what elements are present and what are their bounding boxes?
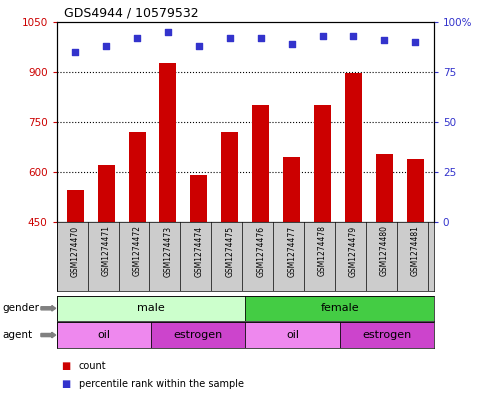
Bar (221, 132, 238, 222)
Bar (159, 63, 176, 222)
Point (226, 35, 234, 41)
Bar (314, 105, 331, 222)
Bar (376, 154, 393, 222)
Text: GSM1274470: GSM1274470 (70, 226, 80, 277)
Bar (57, 322, 151, 348)
Bar (98, 165, 115, 222)
Bar (57, 296, 245, 321)
Text: GSM1274480: GSM1274480 (380, 226, 389, 277)
Text: agent: agent (2, 330, 33, 340)
Bar (340, 322, 434, 348)
Point (71, 48, 79, 55)
Point (411, 39, 419, 45)
Text: gender: gender (2, 303, 39, 313)
Text: GSM1274475: GSM1274475 (225, 226, 234, 277)
Text: GSM1274474: GSM1274474 (194, 226, 204, 277)
Text: GDS4944 / 10579532: GDS4944 / 10579532 (64, 6, 199, 19)
Bar (345, 73, 362, 222)
Text: ■: ■ (62, 379, 71, 389)
Bar (245, 296, 434, 321)
Point (164, 28, 172, 35)
Text: GSM1274478: GSM1274478 (318, 226, 327, 277)
Bar (407, 158, 424, 222)
Text: GSM1274476: GSM1274476 (256, 226, 265, 277)
Point (102, 42, 110, 49)
Text: oil: oil (286, 330, 299, 340)
Point (350, 33, 357, 39)
Text: estrogen: estrogen (362, 330, 411, 340)
Text: GSM1274481: GSM1274481 (411, 226, 420, 276)
Text: oil: oil (97, 330, 110, 340)
Text: count: count (79, 361, 106, 371)
Text: GSM1274471: GSM1274471 (102, 226, 110, 277)
Bar (129, 132, 145, 222)
Point (318, 33, 326, 39)
Bar (151, 322, 245, 348)
Text: estrogen: estrogen (174, 330, 223, 340)
Bar (190, 175, 208, 222)
Text: GSM1274473: GSM1274473 (164, 226, 173, 277)
Point (195, 42, 203, 49)
Text: male: male (137, 303, 165, 313)
Point (133, 35, 141, 41)
Bar (245, 322, 340, 348)
Bar (283, 157, 300, 222)
Text: ■: ■ (62, 361, 71, 371)
Text: GSM1274479: GSM1274479 (349, 226, 358, 277)
Text: GSM1274472: GSM1274472 (133, 226, 141, 277)
Point (257, 35, 265, 41)
Bar (252, 105, 269, 222)
Bar (67, 190, 84, 222)
Point (288, 40, 296, 47)
Text: GSM1274477: GSM1274477 (287, 226, 296, 277)
Point (381, 37, 388, 43)
Text: female: female (320, 303, 359, 313)
Text: percentile rank within the sample: percentile rank within the sample (79, 379, 244, 389)
